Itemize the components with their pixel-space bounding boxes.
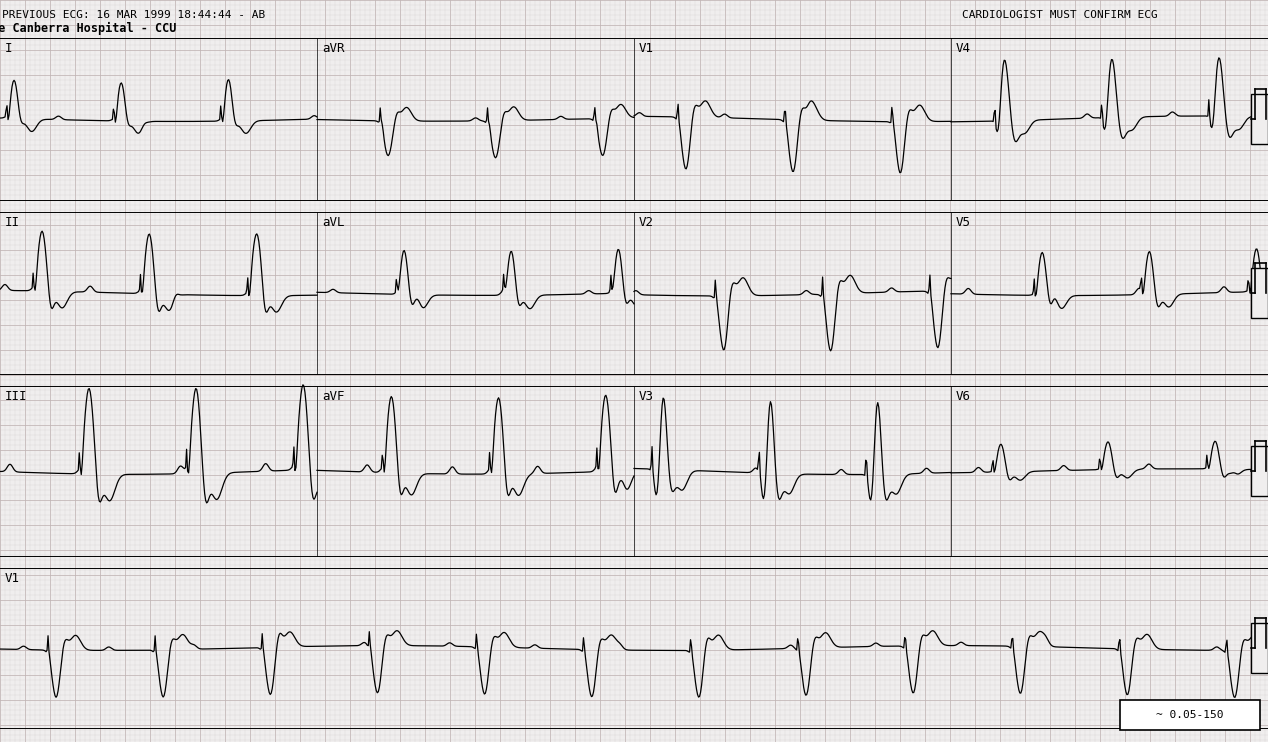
Text: V1: V1 xyxy=(5,572,20,585)
Text: II: II xyxy=(5,216,20,229)
Text: III: III xyxy=(5,390,28,403)
Bar xyxy=(1120,700,1260,730)
Bar xyxy=(1252,94,1268,144)
Text: PREVIOUS ECG: 16 MAR 1999 18:44:44 - AB: PREVIOUS ECG: 16 MAR 1999 18:44:44 - AB xyxy=(3,10,265,20)
Bar xyxy=(1252,268,1268,318)
Text: aVL: aVL xyxy=(322,216,345,229)
Text: V4: V4 xyxy=(956,42,971,55)
Text: V6: V6 xyxy=(956,390,971,403)
Text: V3: V3 xyxy=(639,390,654,403)
Text: The Canberra Hospital - CCU: The Canberra Hospital - CCU xyxy=(0,22,176,35)
Bar xyxy=(1252,446,1268,496)
Text: aVF: aVF xyxy=(322,390,345,403)
Text: aVR: aVR xyxy=(322,42,345,55)
Text: ~ 0.05-150: ~ 0.05-150 xyxy=(1156,710,1224,720)
Text: I: I xyxy=(5,42,13,55)
Text: V2: V2 xyxy=(639,216,654,229)
Bar xyxy=(1252,623,1268,673)
Text: CARDIOLOGIST MUST CONFIRM ECG: CARDIOLOGIST MUST CONFIRM ECG xyxy=(962,10,1158,20)
Text: V5: V5 xyxy=(956,216,971,229)
Text: V1: V1 xyxy=(639,42,654,55)
